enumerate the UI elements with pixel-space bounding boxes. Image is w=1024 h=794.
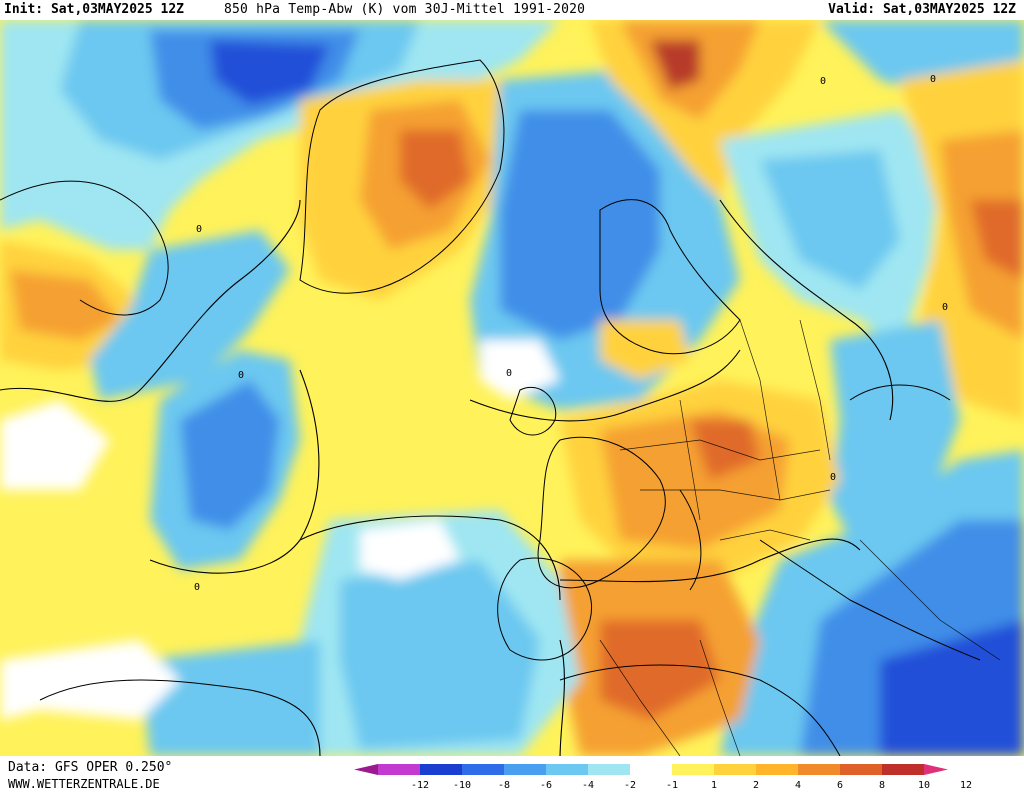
legend-tick-label: -8 [498,780,510,791]
legend-color-box [420,764,462,775]
france-iberia-coast [537,436,666,589]
contour-label: 0 [820,76,826,87]
legend-color-box [840,764,882,775]
legend-tick-labels: -12 -10 -8 -6 -4 -2 -1 1 2 4 6 8 10 12 [411,780,972,791]
legend-color-box [546,764,588,775]
british-isles-coast [509,386,557,436]
neutral-zone-southwest [0,640,180,720]
cold-core-west-russia [760,150,900,290]
contour-label: 0 [930,74,936,85]
website-label: WWW.WETTERZENTRALE.DE [8,777,160,791]
contour-label: 0 [942,302,948,313]
valid-time-label: Valid: Sat,03MAY2025 12Z [828,2,1016,17]
contour-label: 0 [506,368,512,379]
legend-tick-label: -10 [453,780,471,791]
legend-color-box [756,764,798,775]
legend-tick-label: -12 [411,780,429,791]
data-source-label: Data: GFS OPER 0.250° [8,760,173,775]
legend-color-box [714,764,756,775]
legend-tick-label: 4 [795,780,801,791]
legend-tick-label: -1 [666,780,678,791]
cold-region-azores [140,640,320,756]
warm-patch-sweden [600,320,690,380]
warm-peak-novaya-zemlya [650,40,700,90]
legend-color-box [882,764,924,775]
cold-peak-middle-east [880,620,1024,756]
map-footer: Data: GFS OPER 0.250° WWW.WETTERZENTRALE… [0,756,1024,794]
warm-core-algeria [600,620,720,720]
cold-core-iberian-atlantic [340,560,540,750]
cold-core-central-atlantic [180,380,280,530]
legend-color-box [630,764,672,775]
zero-contour-lines [0,199,894,756]
warm-peak-greenland [400,130,470,210]
legend-color-box [588,764,630,775]
contour-label: 0 [830,472,836,483]
legend-tick-label: 8 [879,780,885,791]
init-time-label: Init: Sat,03MAY2025 12Z [4,2,185,17]
legend-tick-label: 12 [960,780,972,791]
legend-arrow-high [924,764,948,775]
legend-color-boxes [354,764,948,775]
temperature-anomaly-map: 0 0 0 0 0 0 0 0 [0,20,1024,756]
legend-tick-label: 6 [837,780,843,791]
warm-core-labrador [10,270,120,340]
contour-label: 0 [196,224,202,235]
legend-color-box [462,764,504,775]
legend-color-box [504,764,546,775]
legend-tick-label: 1 [711,780,717,791]
contour-labels: 0 0 0 0 0 0 0 0 [194,74,948,593]
warm-peak-alps [690,420,760,480]
greenland-coast [299,59,505,294]
map-header: Init: Sat,03MAY2025 12Z 850 hPa Temp-Abw… [0,0,1024,20]
iberia-coast [497,557,592,661]
map-title: 850 hPa Temp-Abw (K) vom 30J-Mittel 1991… [224,2,586,17]
legend-tick-label: -6 [540,780,552,791]
warm-peak-urals [970,200,1024,280]
country-borders [599,319,1001,756]
legend-color-box [798,764,840,775]
color-legend: -12 -10 -8 -6 -4 -2 -1 1 2 4 6 8 10 12 [354,764,972,791]
legend-tick-label: -2 [624,780,636,791]
legend-color-box [672,764,714,775]
cold-core-baffin [210,40,330,105]
legend-tick-label: 2 [753,780,759,791]
legend-tick-label: 10 [918,780,930,791]
legend-arrow-low [354,764,378,775]
legend-tick-label: -4 [582,780,594,791]
cold-core-norwegian-sea [500,110,660,340]
cold-band-labrador-sea [90,230,290,400]
legend-color-box [378,764,420,775]
neutral-zone-mid-atlantic [360,520,460,580]
neutral-zone-north-sea [480,340,560,400]
neutral-zone-west [0,400,110,490]
map-canvas: 0 0 0 0 0 0 0 0 [0,20,1024,756]
contour-label: 0 [194,582,200,593]
contour-label: 0 [238,370,244,381]
